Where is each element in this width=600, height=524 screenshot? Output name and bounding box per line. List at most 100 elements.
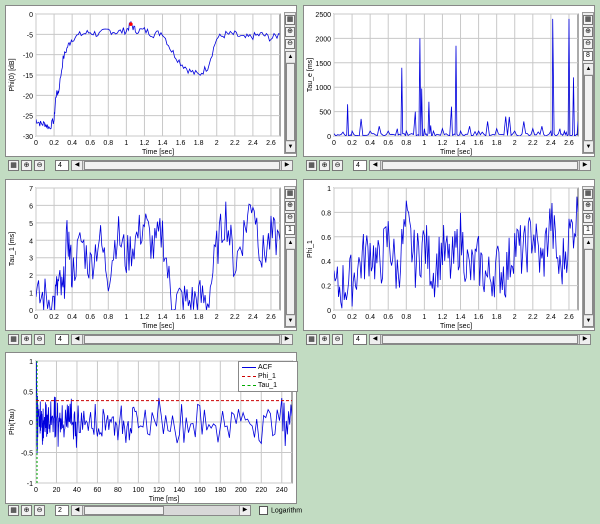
chart-icon[interactable]: ▦ <box>285 189 295 199</box>
zoom-out-icon[interactable]: ⊖ <box>34 160 45 171</box>
chart-icon[interactable]: ▦ <box>285 15 295 25</box>
zoom-out-icon[interactable]: ⊖ <box>34 334 45 345</box>
scroll-right-icon[interactable]: ▶ <box>579 335 590 344</box>
scroll-left-icon[interactable]: ◀ <box>72 161 83 170</box>
tau-1-horizontal-scrollbar[interactable]: ◀ ▶ <box>71 334 293 345</box>
zoom-in-icon[interactable]: ⊕ <box>21 334 32 345</box>
scroll-down-icon[interactable]: ▼ <box>584 142 593 152</box>
phi0-horizontal-scrollbar[interactable]: ◀ ▶ <box>71 160 293 171</box>
phi-1-vertical-scrollbar[interactable]: ▲ ▼ <box>583 237 594 327</box>
zoom-out-icon[interactable]: ⊖ <box>583 213 593 223</box>
zoom-out-icon[interactable]: ⊖ <box>285 39 295 49</box>
y-tick-label: 1 <box>29 291 33 298</box>
x-tick-label: 1.2 <box>438 140 448 147</box>
scroll-right-icon[interactable]: ▶ <box>239 506 250 515</box>
zoom-out-icon[interactable]: ⊖ <box>583 39 593 49</box>
x-tick-label: 1.4 <box>158 140 168 147</box>
chart-icon[interactable]: ▦ <box>8 160 19 171</box>
zoom-in-icon[interactable]: ⊕ <box>319 334 330 345</box>
zoom-in-icon[interactable]: ⊕ <box>285 201 295 211</box>
tau-e-vertical-scrollbar[interactable]: ▲ ▼ <box>583 63 594 153</box>
y-tick-label: -15 <box>23 73 33 80</box>
acf-horizontal-scrollbar[interactable]: ◀ ▶ <box>71 505 251 516</box>
x-tick-label: 1.2 <box>438 314 448 321</box>
tau-1-zoom-spinner[interactable]: 4 <box>55 334 69 345</box>
horizontal-scroll-thumb[interactable] <box>84 335 280 344</box>
scroll-down-icon[interactable]: ▼ <box>286 142 295 152</box>
scroll-left-icon[interactable]: ◀ <box>72 506 83 515</box>
zoom-in-icon[interactable]: ⊕ <box>583 201 593 211</box>
y-tick-label: 5 <box>29 221 33 228</box>
chart-icon[interactable]: ▦ <box>8 334 19 345</box>
logarithm-checkbox[interactable]: Logarithm <box>259 506 302 515</box>
x-tick-label: 0.2 <box>347 140 357 147</box>
scroll-left-icon[interactable]: ◀ <box>370 335 381 344</box>
phi0-plot: 0-5-10-15-20-25-300 0.2 0.4 0.6 0.8 1 1.2 1.4 1.… <box>9 12 281 156</box>
scroll-down-icon[interactable]: ▼ <box>286 316 295 326</box>
logarithm-label: Logarithm <box>271 507 303 515</box>
y-tick-label: 1000 <box>315 85 331 92</box>
scroll-left-icon[interactable]: ◀ <box>370 161 381 170</box>
tau-e-horizontal-scrollbar[interactable]: ◀ ▶ <box>369 160 591 171</box>
x-tick-label: 1.8 <box>194 140 204 147</box>
horizontal-scroll-thumb[interactable] <box>382 335 578 344</box>
scroll-up-icon[interactable]: ▲ <box>286 238 295 248</box>
chart-icon[interactable]: ▦ <box>306 160 317 171</box>
vertical-scroll-thumb[interactable] <box>286 63 295 141</box>
phi0-zoom-spinner[interactable]: 4 <box>55 160 69 171</box>
scroll-down-icon[interactable]: ▼ <box>584 316 593 326</box>
zoom-in-icon[interactable]: ⊕ <box>21 160 32 171</box>
scroll-right-icon[interactable]: ▶ <box>281 161 292 170</box>
zoom-out-icon[interactable]: ⊖ <box>332 334 343 345</box>
checkbox-box[interactable] <box>259 506 268 515</box>
chart-icon[interactable]: ▦ <box>306 334 317 345</box>
x-tick-label: 1.6 <box>176 140 186 147</box>
x-tick-label: 2.2 <box>528 140 538 147</box>
scroll-left-icon[interactable]: ◀ <box>72 335 83 344</box>
chart-icon[interactable]: ▦ <box>8 505 19 516</box>
zoom-in-icon[interactable]: ⊕ <box>285 27 295 37</box>
y-tick-label: 0 <box>29 12 33 19</box>
x-tick-label: 1.6 <box>474 140 484 147</box>
tau-1-vertical-scrollbar[interactable]: ▲ ▼ <box>285 237 296 327</box>
y-tick-label: 0 <box>327 308 331 315</box>
phi-1-zoom-spinner[interactable]: 4 <box>353 334 367 345</box>
chart-icon[interactable]: ▦ <box>583 15 593 25</box>
vertical-scroll-thumb[interactable] <box>584 249 593 315</box>
y-axis-label: Tau_1 [ms] <box>9 232 16 266</box>
phi0-vertical-scrollbar[interactable]: ▲ ▼ <box>285 51 296 153</box>
zoom-out-icon[interactable]: ⊖ <box>285 213 295 223</box>
vertical-scroll-thumb[interactable] <box>286 249 295 315</box>
zoom-in-icon[interactable]: ⊕ <box>583 27 593 37</box>
phi-1-side-spinner[interactable]: 1 <box>583 225 593 235</box>
y-tick-label: -5 <box>27 32 33 39</box>
x-tick-label: 1.6 <box>474 314 484 321</box>
x-tick-label: 1 <box>422 140 426 147</box>
x-tick-label: 240 <box>276 487 288 494</box>
zoom-out-icon[interactable]: ⊖ <box>34 505 45 516</box>
x-tick-label: 160 <box>194 487 206 494</box>
x-tick-label: 0.6 <box>85 140 95 147</box>
tau-e-side-spinner[interactable]: 8 <box>583 51 593 61</box>
zoom-in-icon[interactable]: ⊕ <box>21 505 32 516</box>
y-tick-label: -30 <box>23 134 33 141</box>
scroll-up-icon[interactable]: ▲ <box>584 64 593 74</box>
chart-icon[interactable]: ▦ <box>583 189 593 199</box>
vertical-scroll-thumb[interactable] <box>584 75 593 141</box>
tau-1-side-spinner[interactable]: 1 <box>285 225 295 235</box>
phi-1-horizontal-scrollbar[interactable]: ◀ ▶ <box>369 334 591 345</box>
acf-zoom-spinner[interactable]: 2 <box>55 505 69 516</box>
horizontal-scroll-thumb[interactable] <box>84 506 164 515</box>
scroll-up-icon[interactable]: ▲ <box>286 52 295 62</box>
zoom-out-icon[interactable]: ⊖ <box>332 160 343 171</box>
scroll-right-icon[interactable]: ▶ <box>579 161 590 170</box>
acf-bottom-toolbar: ▦ ⊕ ⊖ 2 ◀ ▶ Logarithm <box>5 504 305 518</box>
y-axis-label: Phi(Tau) <box>9 409 16 435</box>
zoom-in-icon[interactable]: ⊕ <box>319 160 330 171</box>
phi-1-toolbar: ▦ ⊕ ⊖ 1 ▲ ▼ <box>582 186 594 328</box>
scroll-up-icon[interactable]: ▲ <box>584 238 593 248</box>
scroll-right-icon[interactable]: ▶ <box>281 335 292 344</box>
horizontal-scroll-thumb[interactable] <box>382 161 578 170</box>
tau-e-zoom-spinner[interactable]: 4 <box>353 160 367 171</box>
horizontal-scroll-thumb[interactable] <box>84 161 280 170</box>
